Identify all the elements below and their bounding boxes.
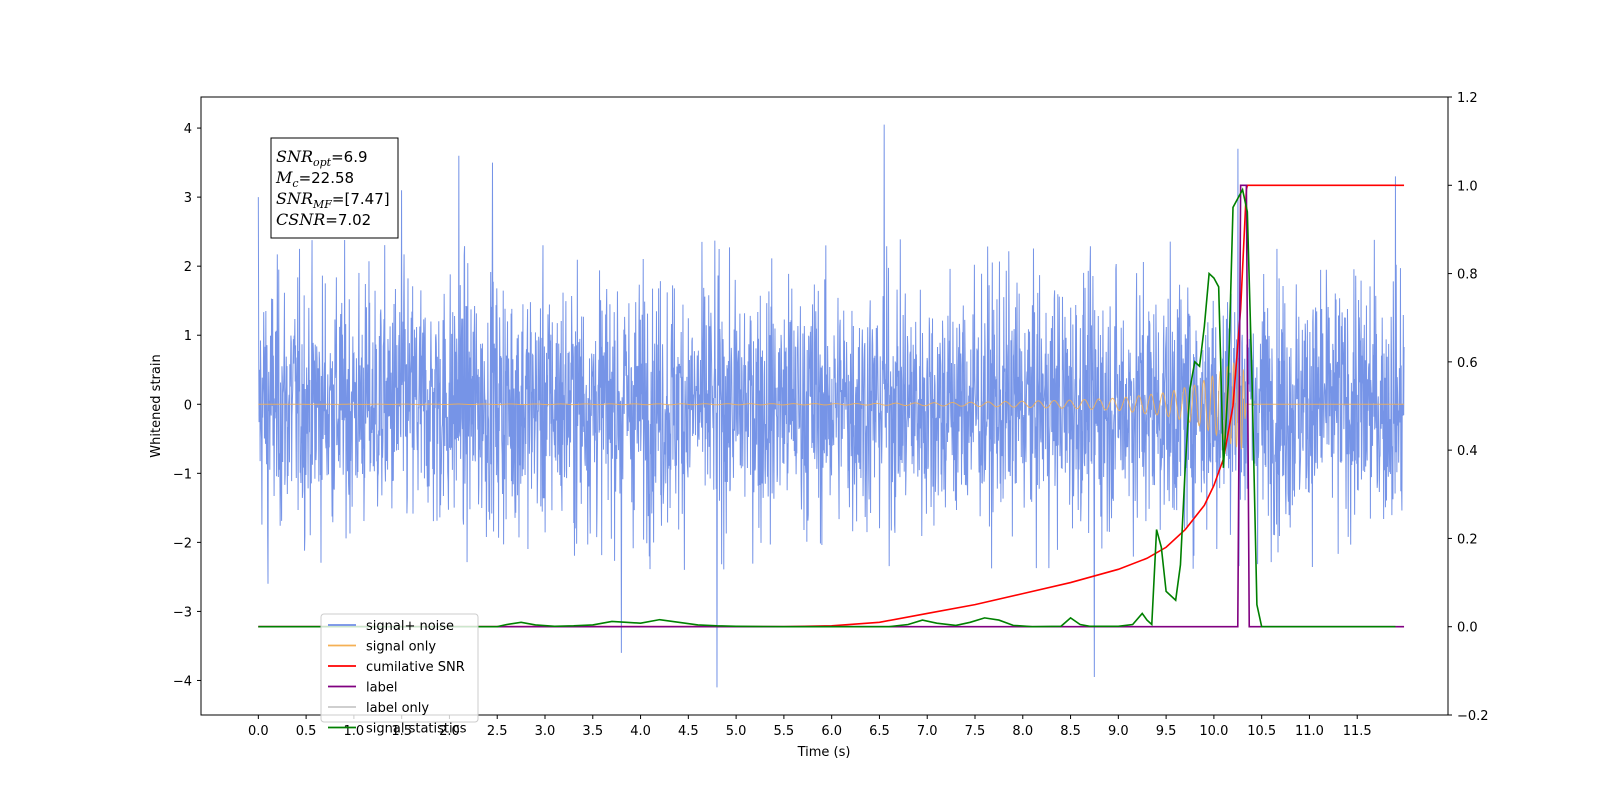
x-tick-label: 11.0: [1295, 724, 1324, 739]
y-tick-label-left: 3: [184, 191, 192, 206]
y-axis-left: −4 −3 −2 −1 0 1 2 3 4: [173, 122, 201, 689]
y-tick-label-left: 0: [184, 398, 192, 413]
y-tick-label-right: 1.2: [1457, 91, 1478, 106]
annotation-line: SNRMF=[7.47]: [276, 189, 390, 211]
plot-frame: [200, 96, 1449, 716]
y-tick-label-left: 4: [184, 122, 192, 137]
x-tick-label: 11.5: [1343, 724, 1372, 739]
y-tick-label-right: 0.2: [1457, 532, 1478, 547]
y-axis-label: Whitened strain: [149, 354, 164, 457]
y-tick-label-right: −0.2: [1457, 709, 1489, 724]
legend-entry: cumilative SNR: [366, 660, 465, 675]
annotation-line: CSNR=7.02: [276, 210, 371, 229]
x-tick-label: 10.0: [1199, 724, 1228, 739]
y-tick-label-right: 0.8: [1457, 268, 1478, 283]
y-tick-label-left: −2: [173, 536, 192, 551]
x-tick-label: 6.5: [869, 724, 890, 739]
y-tick-label-right: 0.0: [1457, 621, 1478, 636]
legend-entry: label: [366, 681, 397, 696]
legend-frame: [320, 613, 479, 723]
x-tick-label: 6.0: [821, 724, 842, 739]
x-tick-label: 4.0: [630, 724, 651, 739]
y-tick-label-left: 2: [184, 260, 192, 275]
x-tick-label: 9.5: [1156, 724, 1177, 739]
x-tick-label: 7.0: [917, 724, 938, 739]
annotation-line: SNRopt=6.9: [276, 147, 368, 169]
y-tick-label-left: −3: [173, 605, 192, 620]
series-line-signal-statistics: [258, 187, 1396, 628]
y-tick-label-left: 1: [184, 329, 192, 344]
x-tick-label: 10.5: [1247, 724, 1276, 739]
legend: signal+ noise signal only cumilative SNR la…: [320, 613, 479, 737]
y-tick-label-right: 1.0: [1457, 179, 1478, 194]
annotation-line: Mc=22.58: [275, 168, 354, 190]
y-tick-label-right: 0.6: [1457, 356, 1478, 371]
x-tick-label: 3.0: [535, 724, 556, 739]
x-tick-label: 0.0: [248, 724, 269, 739]
x-tick-label: 7.5: [965, 724, 986, 739]
x-axis-label: Time (s): [797, 745, 851, 760]
x-tick-label: 5.0: [726, 724, 747, 739]
legend-entry: signal only: [366, 640, 436, 655]
x-tick-label: 4.5: [678, 724, 699, 739]
legend-entry: signal+ noise: [366, 619, 454, 634]
legend-entry: signal statistics: [366, 722, 467, 737]
x-tick-label: 3.5: [582, 724, 603, 739]
x-tick-label: 8.0: [1012, 724, 1033, 739]
series-layer: [257, 124, 1405, 688]
y-tick-label-left: −1: [173, 467, 192, 482]
y-axis-right: −0.2 0.0 0.2 0.4 0.6 0.8 1.0 1.2: [1448, 91, 1489, 724]
x-tick-label: 8.5: [1060, 724, 1081, 739]
annotation-frame: [270, 137, 399, 239]
x-tick-label: 1.5: [391, 724, 412, 739]
x-tick-label: 0.5: [296, 724, 317, 739]
x-tick-label: 2.5: [487, 724, 508, 739]
x-tick-label: 9.0: [1108, 724, 1129, 739]
y-tick-label-left: −4: [173, 674, 192, 689]
y-tick-label-right: 0.4: [1457, 444, 1478, 459]
x-tick-label: 1.0: [344, 724, 365, 739]
legend-entry: label only: [366, 701, 429, 716]
series-line-signal-only: [258, 360, 1405, 450]
x-tick-label: 2.0: [439, 724, 460, 739]
x-tick-label: 5.5: [774, 724, 795, 739]
x-axis: 0.0 0.5 1.0 1.5 2.0 2.5 3.0 3.5 4.0 4.5 5.0 5.5 6.0 6…: [248, 715, 1372, 739]
